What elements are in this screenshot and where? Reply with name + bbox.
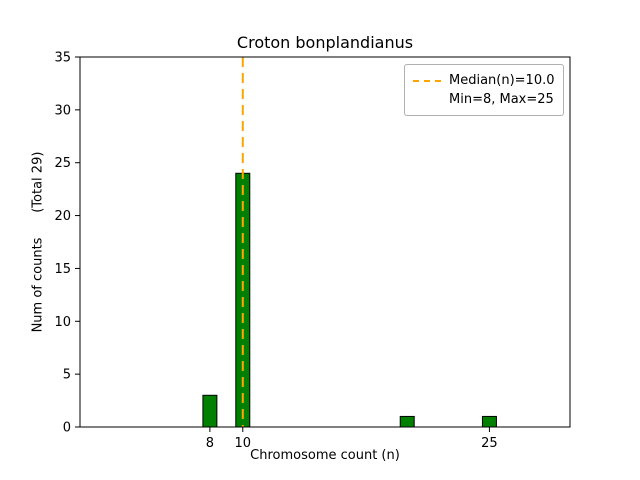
y-tick-label: 5 <box>63 368 71 383</box>
axes-border <box>79 56 571 428</box>
x-tick-label: 25 <box>481 436 498 451</box>
legend-label-median: Median(n)=10.0 <box>449 73 555 88</box>
bar <box>399 415 415 428</box>
x-tick-label: 8 <box>206 436 214 451</box>
x-tick-label: 10 <box>235 436 252 451</box>
legend-entry-minmax: Min=8, Max=25 <box>413 90 555 109</box>
y-tick-label: 20 <box>54 209 71 224</box>
x-axis-label: Chromosome count (n) <box>250 448 400 463</box>
bar <box>481 415 497 428</box>
chart-title: Croton bonplandianus <box>236 33 414 52</box>
y-tick-label: 25 <box>54 156 71 171</box>
y-tick-label: 0 <box>63 421 71 436</box>
bar <box>202 394 218 428</box>
median-dashed-line-icon <box>413 79 441 82</box>
legend: Median(n)=10.0 Min=8, Max=25 <box>404 64 564 116</box>
y-tick-label: 30 <box>54 103 71 118</box>
y-tick-label: 15 <box>54 262 71 277</box>
legend-label-minmax: Min=8, Max=25 <box>449 92 554 107</box>
legend-entry-median: Median(n)=10.0 <box>413 71 555 90</box>
y-tick-label: 10 <box>54 315 71 330</box>
y-tick-label: 35 <box>54 51 71 66</box>
